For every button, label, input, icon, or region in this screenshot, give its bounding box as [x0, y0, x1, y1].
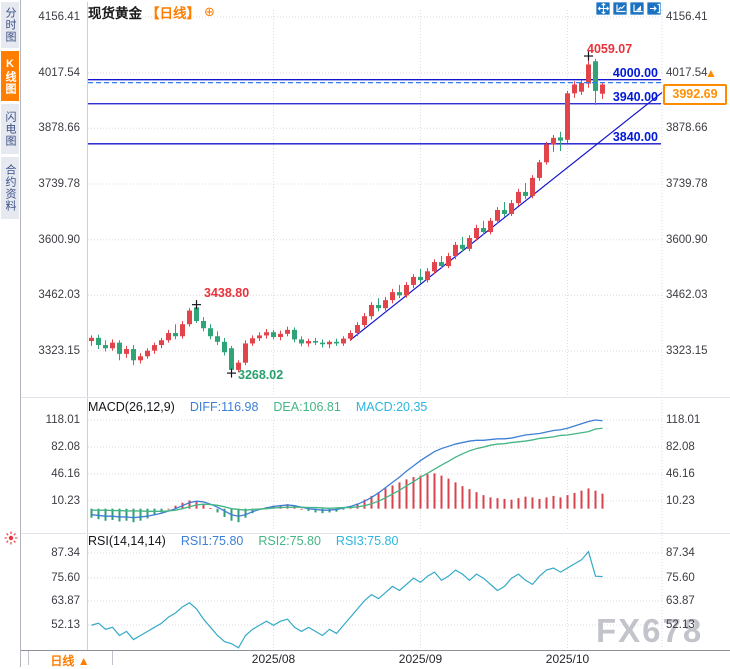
price-line-label-3940: 3940.00 [612, 90, 658, 104]
rsi-axis-tick-right: 75.60 [666, 572, 695, 584]
sidebar-item-lightning-chart[interactable]: 闪电图 [1, 104, 19, 154]
rsi-axis-tick-left: 75.60 [51, 572, 80, 584]
macd-axis-tick-right: 82.08 [666, 441, 695, 453]
macd-axis-tick-left: 46.16 [51, 468, 80, 480]
period-selector[interactable]: 日线 ▲ [50, 654, 90, 668]
swing-low-label: 3268.02 [238, 368, 284, 382]
watermark: FX678 [596, 612, 704, 649]
axis-scale-icon[interactable] [613, 2, 627, 15]
macd-axis-tick-right: 10.23 [666, 495, 695, 507]
rsi2-value: RSI2:75.80 [258, 534, 321, 548]
main-axis-tick-left: 3323.15 [38, 345, 80, 357]
x-axis-date: 2025/08 [251, 652, 296, 666]
main-axis-tick-left: 4156.41 [38, 11, 80, 23]
main-axis-tick-right: 3878.66 [666, 122, 708, 135]
macd-diff-value: DIFF:116.98 [189, 400, 259, 414]
main-axis-tick-left: 3462.03 [38, 289, 80, 302]
add-indicator-icon[interactable]: ⊕ [204, 4, 215, 19]
main-axis-tick-right: 3323.15 [666, 345, 708, 357]
rsi-axis-tick-right: 63.87 [666, 595, 695, 607]
session-high-label: 4059.07 [587, 42, 633, 56]
main-axis-tick-right: 3600.90 [666, 233, 708, 246]
pan-crosshair-icon[interactable] [596, 2, 610, 15]
indicator-settings-icon[interactable] [3, 530, 19, 551]
rsi-header: RSI(14,14,14) RSI1:75.80 RSI2:75.80 RSI3… [88, 534, 398, 548]
rsi-axis-tick-left: 52.13 [51, 619, 80, 631]
x-axis-date: 2025/09 [398, 652, 443, 666]
macd-axis-tick-left: 82.08 [51, 441, 80, 453]
macd-header: MACD(26,12,9) DIFF:116.98 DEA:106.81 MAC… [88, 400, 427, 414]
macd-axis-tick-left: 10.23 [51, 495, 80, 507]
trend-draw-icon[interactable] [630, 2, 644, 15]
main-axis-tick-right: 3462.03 [666, 289, 708, 302]
main-axis-tick-right: 4156.41 [666, 11, 708, 23]
exit-chart-icon[interactable] [647, 2, 661, 15]
rsi-axis-tick-left: 63.87 [51, 595, 80, 607]
footer-tick [28, 651, 29, 665]
footer-tick [112, 651, 113, 665]
x-axis-date: 2025/10 [545, 652, 590, 666]
chart-toolbar [596, 2, 661, 15]
current-price-box: 3992.69 [663, 84, 727, 105]
rsi-axis-tick-left: 87.34 [51, 547, 80, 559]
main-axis-tick-left: 3600.90 [38, 233, 80, 246]
rsi-axis-tick-right: 52.13 [666, 619, 695, 631]
price-line-label-4000: 4000.00 [612, 66, 658, 80]
macd-axis-tick-left: 118.01 [45, 414, 80, 426]
symbol-name: 现货黄金 [88, 6, 142, 21]
macd-axis-tick-right: 46.16 [666, 468, 695, 480]
sidebar-item-kline-chart[interactable]: K线图 [1, 51, 19, 101]
rsi3-value: RSI3:75.80 [335, 534, 399, 548]
main-axis-tick-left: 4017.54 [38, 66, 80, 79]
sidebar-item-time-chart[interactable]: 分时图 [1, 2, 19, 48]
main-axis-tick-right: 3739.78 [666, 178, 708, 190]
chart-title: 现货黄金 【日线】 ⊕ [88, 2, 215, 22]
main-axis-tick-left: 3739.78 [38, 178, 80, 190]
macd-params-label: MACD(26,12,9) [88, 400, 175, 414]
price-line-label-3840: 3840.00 [612, 130, 658, 144]
period-tag: 【日线】 [146, 6, 200, 21]
sidebar-item-contract-info[interactable]: 合约资料 [1, 157, 19, 219]
macd-axis-tick-right: 118.01 [666, 414, 701, 426]
left-sidebar: 分时图 K线图 闪电图 合约资料 [0, 0, 20, 667]
macd-histogram-value: MACD:20.35 [355, 400, 428, 414]
macd-dea-value: DEA:106.81 [273, 400, 341, 414]
main-axis-tick-right: 4017.54 [666, 66, 708, 79]
rsi-axis-tick-right: 87.34 [666, 547, 695, 559]
rsi1-value: RSI1:75.80 [180, 534, 244, 548]
price-up-arrow-icon: ▲ [705, 66, 717, 80]
swing-high-label: 3438.80 [204, 286, 250, 300]
rsi-params-label: RSI(14,14,14) [88, 534, 166, 548]
main-axis-tick-left: 3878.66 [38, 122, 80, 135]
